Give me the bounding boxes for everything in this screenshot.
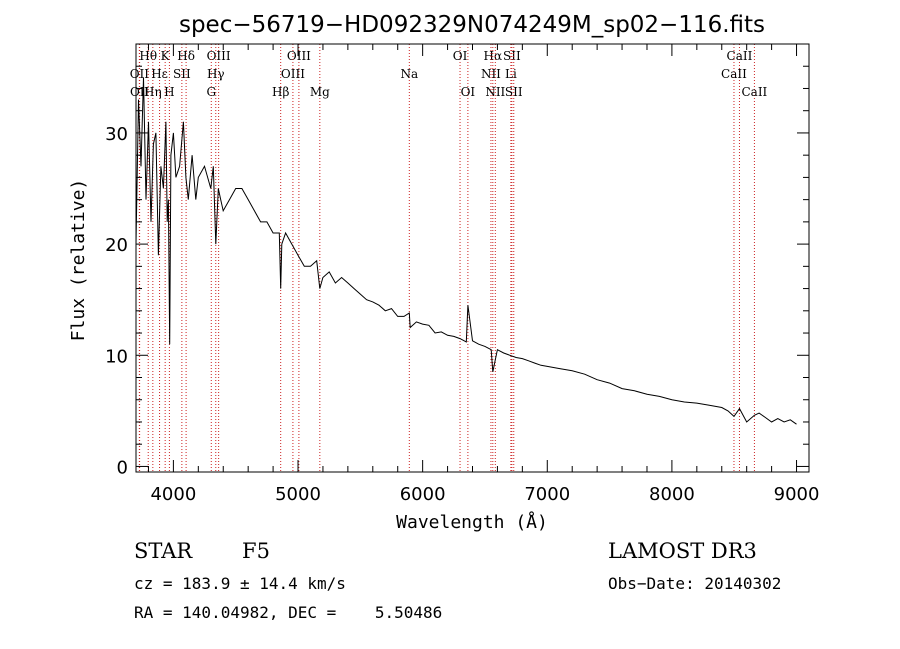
survey-name: LAMOST DR3 bbox=[608, 539, 757, 563]
line-label-12: Hβ bbox=[272, 85, 289, 99]
observation-date: Obs−Date: 20140302 bbox=[608, 574, 782, 593]
line-label-23: NII bbox=[485, 85, 505, 99]
line-label-16: Na bbox=[400, 67, 418, 81]
line-label-6: SII bbox=[173, 67, 191, 81]
line-label-20: SII bbox=[503, 49, 521, 63]
object-subclass: F5 bbox=[242, 539, 270, 563]
x-tick-label-0: 4000 bbox=[150, 484, 196, 505]
y-tick-label-2: 20 bbox=[105, 235, 128, 256]
line-label-13: OIII bbox=[287, 49, 311, 63]
spectrum-series bbox=[135, 77, 797, 425]
line-label-15: Mg bbox=[310, 85, 330, 99]
line-label-11: G bbox=[206, 85, 216, 99]
x-axis-label: Wavelength (Å) bbox=[396, 511, 548, 533]
x-tick-label-4: 8000 bbox=[649, 484, 695, 505]
x-tick-label-3: 7000 bbox=[524, 484, 570, 505]
y-axis-label: Flux (relative) bbox=[68, 179, 89, 342]
line-label-2: OII bbox=[130, 85, 150, 99]
y-tick-label-0: 0 bbox=[117, 457, 128, 478]
line-label-19: Hα bbox=[484, 49, 503, 63]
line-label-22: Li bbox=[505, 67, 517, 81]
line-label-8: Hδ bbox=[177, 49, 195, 63]
line-label-18: OI bbox=[461, 85, 476, 99]
sky-coordinates: RA = 140.04982, DEC = 5.50486 bbox=[134, 603, 443, 622]
line-label-7: H bbox=[164, 85, 174, 99]
y-tick-label-3: 30 bbox=[105, 124, 128, 145]
line-label-27: CaII bbox=[741, 85, 767, 99]
x-tick-label-5: 9000 bbox=[774, 484, 820, 505]
line-label-17: OI bbox=[453, 49, 468, 63]
line-label-25: CaII bbox=[727, 49, 753, 63]
line-label-21: NII bbox=[481, 67, 501, 81]
line-label-26: CaII bbox=[721, 67, 747, 81]
line-label-10: Hγ bbox=[207, 67, 225, 81]
redshift-velocity: cz = 183.9 ± 14.4 km/s bbox=[134, 574, 346, 593]
line-label-9: OIII bbox=[207, 49, 231, 63]
plot-frame bbox=[135, 43, 810, 473]
line-label-5: Hε bbox=[151, 67, 168, 81]
axis-ticks: 4000 5000 6000 7000 8000 9000 0 10 20 30 bbox=[105, 44, 819, 505]
spectrum-line-0 bbox=[135, 77, 797, 425]
y-tick-label-1: 10 bbox=[105, 346, 128, 367]
object-class: STAR bbox=[134, 539, 193, 563]
line-label-24: SII bbox=[505, 85, 523, 99]
line-label-3: Hη bbox=[144, 85, 162, 99]
chart-title: spec−56719−HD092329N074249M_sp02−116.fit… bbox=[179, 12, 765, 38]
x-tick-label-2: 6000 bbox=[400, 484, 446, 505]
x-tick-label-1: 5000 bbox=[275, 484, 321, 505]
line-label-4: K bbox=[161, 49, 171, 63]
line-label-14: OIII bbox=[281, 67, 305, 81]
line-label-0: Hθ bbox=[139, 49, 157, 63]
